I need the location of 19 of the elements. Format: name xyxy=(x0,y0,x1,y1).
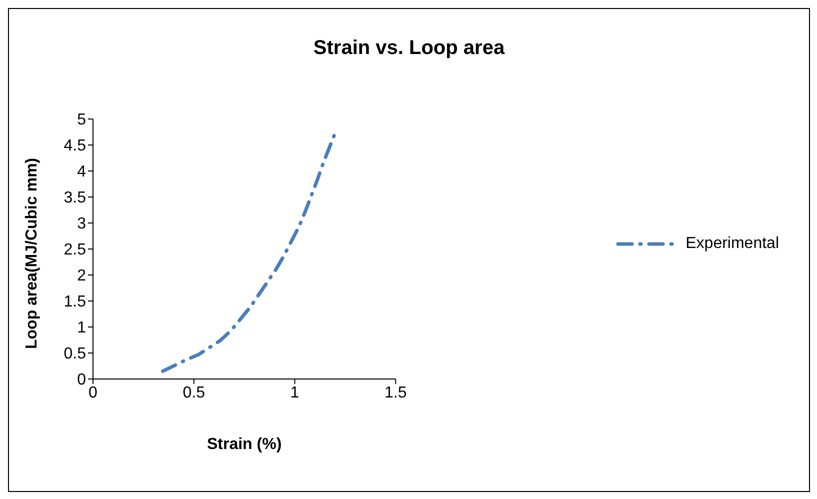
y-tick-label: 1.5 xyxy=(64,294,86,311)
y-tick-label: 4 xyxy=(77,164,86,181)
y-tick-label: 4.5 xyxy=(64,138,86,155)
x-axis-title: Strain (%) xyxy=(206,436,282,453)
legend-label: Experimental xyxy=(686,235,779,253)
y-tick-label: 3 xyxy=(77,216,86,233)
y-tick-label: 1 xyxy=(77,320,86,337)
y-tick-label: 3.5 xyxy=(64,190,86,207)
x-tick-label: 0 xyxy=(88,384,98,402)
chart-title: Strain vs. Loop area xyxy=(312,37,506,60)
y-axis-title: Loop area(MJ/Cubic mm) xyxy=(24,158,41,349)
y-tick-label: 0.5 xyxy=(64,346,86,363)
y-tick-label: 2.5 xyxy=(64,242,86,259)
x-tick-label: 1.5 xyxy=(384,384,407,402)
y-tick-label: 0 xyxy=(77,372,86,389)
x-tick-label: 1 xyxy=(290,384,300,402)
x-tick-label: 0.5 xyxy=(182,384,206,402)
y-tick-label: 5 xyxy=(77,112,86,129)
y-tick-label: 2 xyxy=(77,268,86,285)
